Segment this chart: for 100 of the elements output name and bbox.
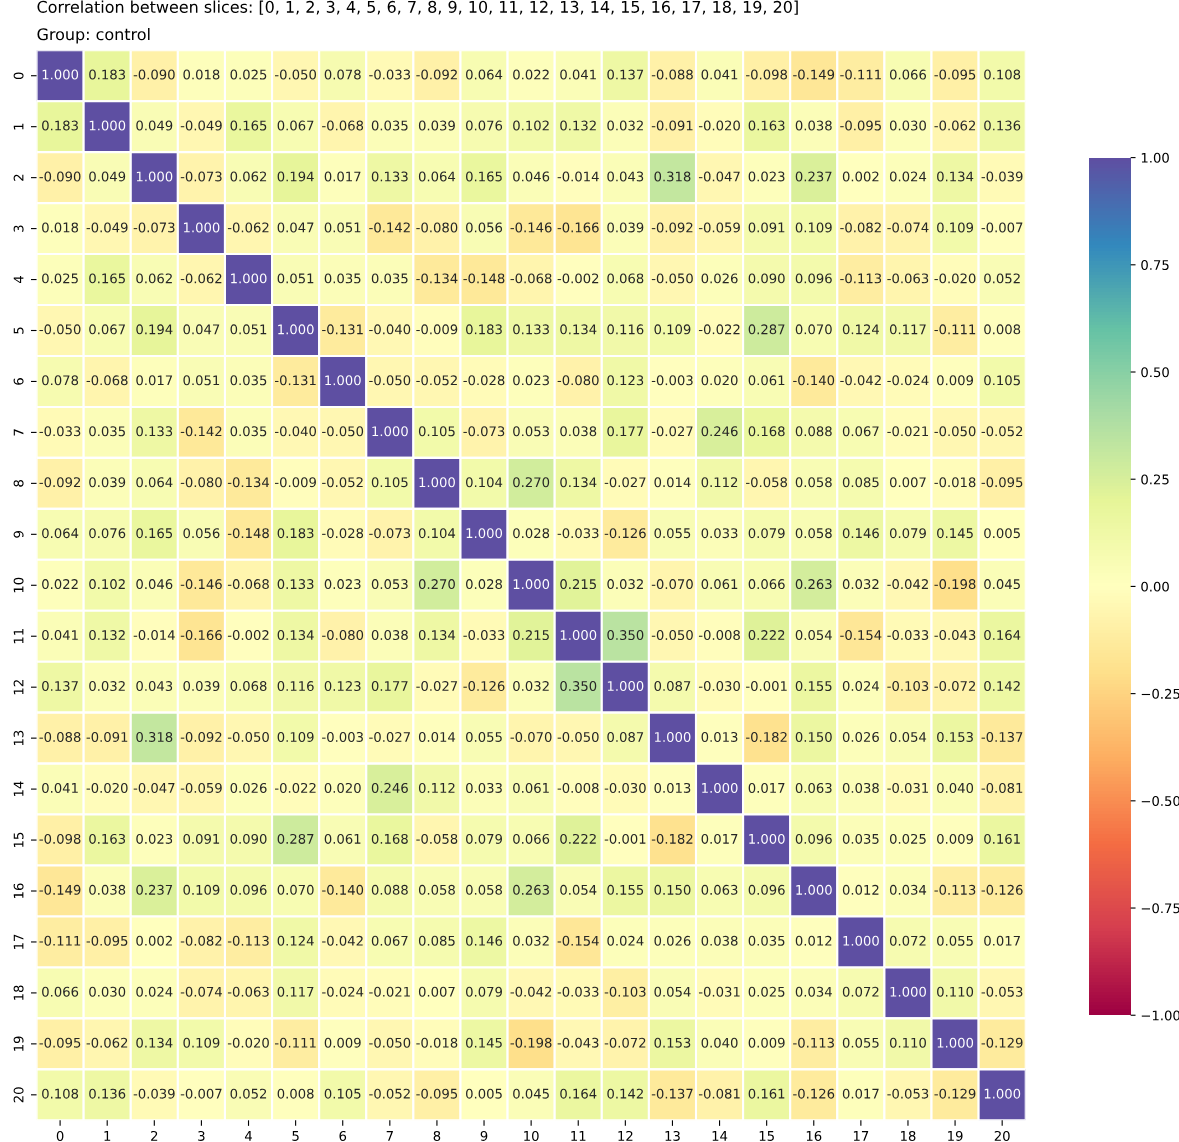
data-label: -0.059 [180,782,222,793]
data-label: 0.096 [230,884,267,895]
data-label: -0.088 [39,731,81,742]
data-label: -0.142 [180,426,222,437]
data-label: 0.070 [277,884,314,895]
data-label: -0.198 [510,1037,552,1048]
data-label: 0.054 [560,884,597,895]
data-label: 0.124 [277,935,314,946]
data-label: -0.073 [180,171,222,182]
data-label: 0.153 [654,1037,691,1048]
data-label: 0.076 [89,528,126,539]
data-label: -0.142 [369,222,410,233]
data-label: -0.068 [510,273,552,284]
data-label: 0.025 [889,833,926,844]
data-label: 0.012 [795,935,832,946]
data-label: -0.028 [463,375,505,386]
data-label: -0.073 [463,426,505,437]
data-label: 0.032 [607,579,643,590]
data-label: -0.113 [840,273,882,284]
data-label: -0.022 [275,782,316,793]
data-label: 0.028 [513,528,550,539]
data-label: 0.117 [277,986,314,997]
data-label: 0.079 [466,986,502,997]
y-tick-label: 12 [13,680,24,695]
data-label: 0.017 [984,935,1020,946]
data-label: 1.000 [466,528,503,539]
data-label: 0.110 [889,1037,926,1048]
data-label: 0.032 [513,681,549,692]
x-tick-label: 5 [292,1131,299,1141]
data-label: -0.031 [887,782,929,793]
data-label: 0.164 [984,630,1021,641]
y-tick-label: 4 [13,276,24,284]
data-label: 0.088 [795,426,832,437]
data-label: 0.105 [371,477,408,488]
data-label: -0.131 [275,375,316,386]
data-label: 0.024 [607,935,644,946]
data-label: -0.146 [180,579,222,590]
data-label: -0.058 [746,477,788,488]
data-label: -0.070 [651,579,693,590]
data-label: 0.142 [607,1088,643,1099]
data-label: 0.038 [89,884,126,895]
data-label: 0.049 [136,120,173,131]
data-label: 0.056 [183,528,220,539]
data-label: 0.038 [795,120,832,131]
data-label: 1.000 [702,782,738,793]
chart-subtitle: Group: control [37,27,150,44]
x-tick-label: 4 [244,1131,252,1141]
x-tick-label: 11 [571,1131,586,1141]
data-label: 0.035 [371,273,408,284]
y-tick-label: 3 [13,225,24,232]
data-label: -0.050 [557,731,599,742]
data-label: 0.091 [183,833,220,844]
data-label: -0.126 [604,528,646,539]
x-tick-label: 3 [198,1130,205,1141]
data-label: 0.055 [842,1037,879,1048]
data-label: -0.042 [887,579,928,590]
data-label: -0.073 [133,222,175,233]
data-label: 0.026 [230,782,267,793]
data-label: -0.082 [180,935,222,946]
data-label: -0.095 [981,477,1023,488]
data-label: 0.009 [937,833,974,844]
data-label: -0.043 [557,1037,599,1048]
data-label: -0.126 [981,884,1023,895]
data-label: 0.183 [42,120,78,131]
data-label: 0.165 [89,273,125,284]
data-label: 0.123 [324,681,361,692]
y-tick-label: 18 [13,985,24,1000]
x-tick-label: 6 [339,1130,347,1141]
data-label: 0.104 [466,477,503,488]
data-label: -0.091 [86,731,128,742]
data-label: -0.074 [180,986,222,997]
data-label: 0.090 [230,833,267,844]
data-label: 0.047 [183,324,220,335]
data-label: 0.023 [136,833,173,844]
data-label: 0.287 [748,324,785,335]
data-label: -0.088 [651,69,693,80]
data-label: 0.035 [748,935,785,946]
data-label: -0.080 [416,222,458,233]
data-label: -0.002 [227,630,269,641]
data-label: -0.146 [510,222,552,233]
data-label: 0.039 [89,477,126,488]
data-label: 0.008 [984,324,1021,335]
data-label: 0.136 [984,120,1021,131]
data-label: -0.063 [227,986,269,997]
data-label: -0.098 [39,833,81,844]
data-label: 0.108 [42,1088,79,1099]
data-label: 0.263 [795,579,832,590]
data-label: 0.246 [371,782,408,793]
data-label: 0.145 [466,1037,502,1048]
data-label: 0.055 [654,528,691,539]
data-label: -0.090 [39,171,81,182]
data-label: 0.237 [136,884,173,895]
data-label: 0.032 [842,579,879,590]
data-label: 0.063 [701,884,738,895]
data-label: 0.163 [748,120,785,131]
data-label: 0.134 [136,1037,173,1048]
data-label: -0.095 [416,1088,458,1099]
data-label: 0.194 [136,324,173,335]
data-label: -0.021 [887,426,929,437]
data-label: -0.080 [180,477,222,488]
